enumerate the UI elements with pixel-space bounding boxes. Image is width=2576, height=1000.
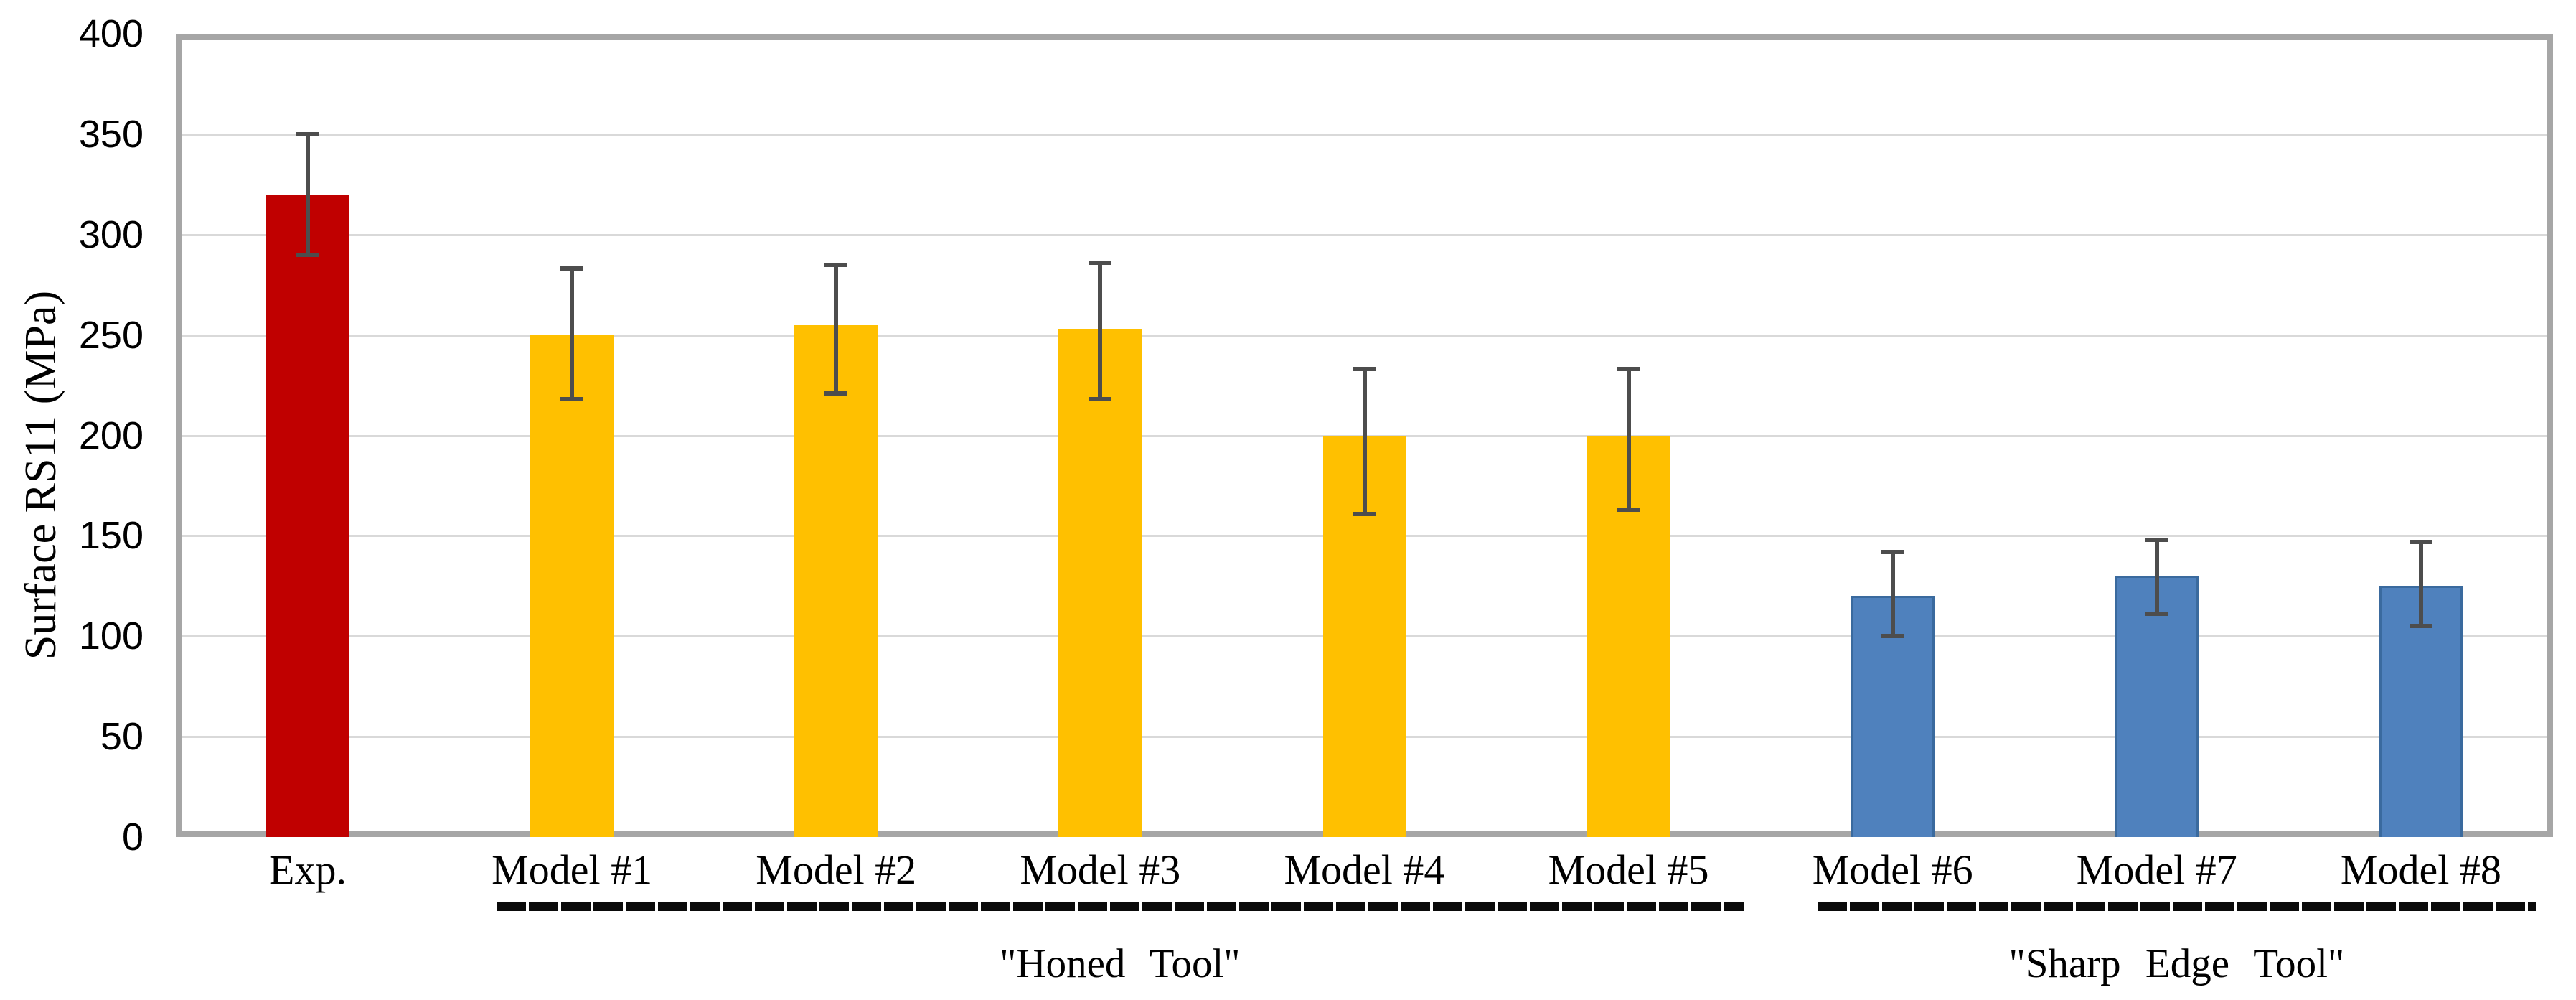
x-tick-label: Model #7: [2076, 846, 2237, 893]
error-bar-line: [1362, 369, 1367, 514]
bar-model-2: [794, 324, 878, 837]
error-bar-line: [570, 268, 575, 400]
error-bar-line: [1890, 551, 1895, 637]
error-bar-cap-bottom: [560, 397, 584, 402]
error-bar-cap-bottom: [1881, 634, 1904, 639]
error-bar-cap-top: [824, 262, 848, 267]
gridline: [182, 133, 2547, 136]
x-tick-label: Model #8: [2340, 846, 2501, 893]
group-bracket: [1817, 902, 2536, 911]
y-tick-label: 100: [78, 615, 144, 658]
x-tick-label: Model #2: [756, 846, 917, 893]
error-bar-cap-top: [1089, 260, 1112, 265]
gridline: [182, 334, 2547, 337]
error-bar-line: [1626, 369, 1631, 510]
error-bar-cap-bottom: [824, 391, 848, 396]
group-label: "Sharp Edge Tool": [2008, 941, 2345, 986]
error-bar-cap-top: [1881, 549, 1904, 554]
gridline: [182, 233, 2547, 236]
error-bar-line: [2154, 539, 2159, 615]
y-tick-label: 150: [78, 514, 144, 558]
bar-model-1: [530, 335, 614, 837]
error-bar-cap-top: [2145, 537, 2168, 542]
error-bar-line: [306, 134, 311, 255]
error-bar-cap-bottom: [1353, 511, 1376, 516]
error-bar-line: [1098, 262, 1103, 400]
error-bar-cap-top: [2409, 539, 2432, 544]
y-tick-label: 350: [78, 112, 144, 156]
y-tick-label: 200: [78, 413, 144, 457]
error-bar-cap-bottom: [2409, 624, 2432, 629]
bar-exp: [266, 194, 350, 837]
y-tick-label: 400: [78, 12, 144, 55]
group-label: "Honed Tool": [1000, 941, 1241, 986]
error-bar-line: [834, 264, 839, 393]
error-bar-cap-top: [1353, 367, 1376, 372]
x-tick-label: Model #1: [492, 846, 653, 893]
error-bar-cap-top: [296, 131, 320, 136]
x-tick-label: Model #6: [1812, 846, 1973, 893]
error-bar-cap-bottom: [2145, 612, 2168, 617]
error-bar-cap-bottom: [1617, 508, 1640, 512]
y-axis-title: Surface RS11 (MPa): [17, 290, 65, 660]
group-bracket: [497, 902, 1744, 911]
y-tick-label: 0: [121, 816, 144, 859]
error-bar-cap-top: [1617, 367, 1640, 372]
bar-model-7: [2115, 576, 2199, 837]
x-tick-label: Model #5: [1548, 846, 1709, 893]
x-tick-label: Model #4: [1284, 846, 1445, 893]
error-bar-cap-bottom: [1089, 397, 1112, 402]
x-tick-label: Exp.: [269, 846, 347, 893]
y-tick-label: 50: [100, 715, 144, 759]
error-bar-cap-bottom: [296, 252, 320, 257]
y-tick-label: 250: [78, 313, 144, 357]
x-tick-label: Model #3: [1020, 846, 1181, 893]
error-bar-cap-top: [560, 266, 584, 271]
bar-model-3: [1058, 329, 1142, 837]
y-tick-label: 300: [78, 212, 144, 256]
error-bar-line: [2418, 541, 2423, 627]
